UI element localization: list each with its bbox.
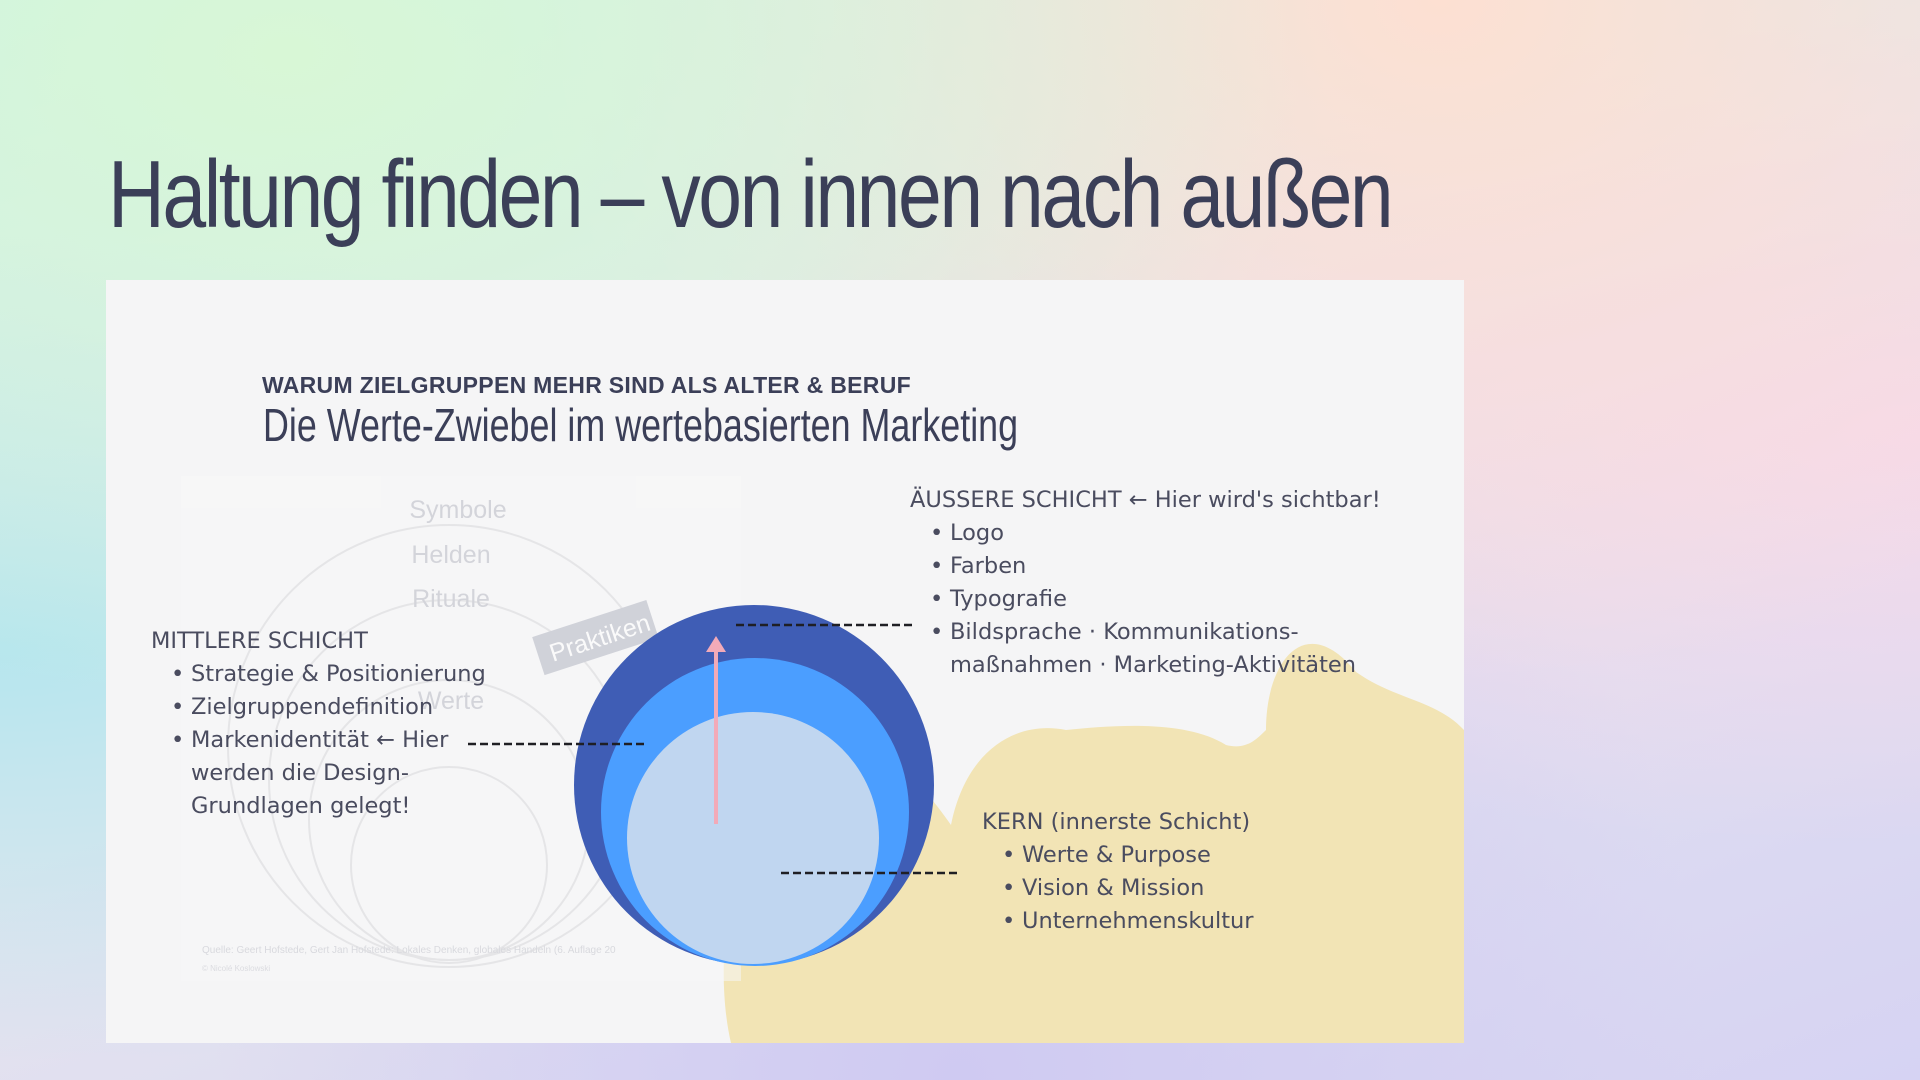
card-title: Die Werte-Zwiebel im wertebasierten Mark… bbox=[263, 399, 1019, 451]
list-item: Zielgruppendefinition bbox=[171, 691, 531, 724]
core-layer-text: KERN (innerste Schicht) Werte & Purpose … bbox=[982, 806, 1402, 938]
label-rituale: Rituale bbox=[412, 585, 490, 613]
arrow-up-icon bbox=[706, 636, 726, 824]
onion-model-card: Symbole Helden Rituale Werte Praktiken Q… bbox=[106, 280, 1464, 1043]
middle-layer-text: MITTLERE SCHICHT Strategie & Positionier… bbox=[151, 625, 531, 823]
list-item: Typografie bbox=[930, 583, 1430, 616]
outer-layer-list: Logo Farben Typografie Bildsprache · Kom… bbox=[910, 517, 1430, 682]
label-helden: Helden bbox=[411, 541, 490, 569]
middle-layer-list: Strategie & Positionierung Zielgruppende… bbox=[151, 658, 531, 823]
core-layer-circle bbox=[627, 712, 879, 964]
outer-layer-heading: ÄUSSERE SCHICHT ← Hier wird's sichtbar! bbox=[910, 487, 1381, 513]
list-item: Strategie & Positionierung bbox=[171, 658, 531, 691]
list-item: Werte & Purpose bbox=[1002, 839, 1402, 872]
list-item: Bildsprache · Kommunikations-maßnahmen ·… bbox=[930, 616, 1390, 682]
list-item: Logo bbox=[930, 517, 1430, 550]
list-item: Unternehmenskultur bbox=[1002, 905, 1402, 938]
list-item: Farben bbox=[930, 550, 1430, 583]
card-eyebrow: WARUM ZIELGRUPPEN MEHR SIND ALS ALTER & … bbox=[262, 372, 911, 398]
outer-layer-text: ÄUSSERE SCHICHT ← Hier wird's sichtbar! … bbox=[910, 484, 1430, 682]
source-note: Quelle: Geert Hofstede, Gert Jan Hofsted… bbox=[202, 945, 616, 956]
label-symbole: Symbole bbox=[409, 496, 506, 524]
source-copyright: © Nicolé Koslowski bbox=[202, 964, 270, 973]
list-item: Vision & Mission bbox=[1002, 872, 1402, 905]
core-layer-heading: KERN (innerste Schicht) bbox=[982, 809, 1251, 835]
core-layer-list: Werte & Purpose Vision & Mission Unterne… bbox=[982, 839, 1402, 938]
middle-layer-heading: MITTLERE SCHICHT bbox=[151, 628, 368, 654]
list-item: Markenidentität ← Hier werden die Design… bbox=[171, 724, 461, 823]
slide-title: Haltung finden – von innen nach außen bbox=[108, 141, 1394, 248]
onion-diagram: Symbole Helden Rituale Werte Praktiken Q… bbox=[181, 476, 1464, 1043]
